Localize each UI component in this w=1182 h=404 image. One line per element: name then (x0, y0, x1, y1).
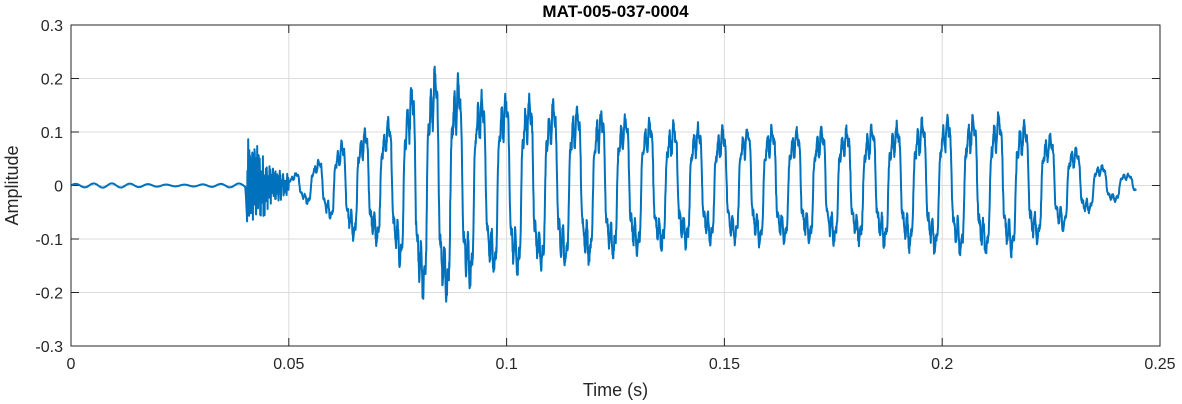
series-group (70, 65, 1137, 303)
y-tick-label: -0.2 (35, 286, 63, 303)
x-tick-label: 0.05 (273, 356, 304, 373)
y-tick-label: -0.3 (35, 339, 63, 356)
x-tick-label: 0 (67, 356, 76, 373)
chart-title: MAT-005-037-0004 (542, 2, 689, 21)
y-tick-label: 0.1 (41, 125, 63, 142)
waveform-series-line (70, 65, 1137, 303)
y-tick-label: -0.1 (35, 232, 63, 249)
y-tick-label: 0.3 (41, 18, 63, 35)
x-tick-label: 0.1 (495, 356, 517, 373)
y-axis-label: Amplitude (2, 145, 22, 225)
plot-frame (70, 24, 1161, 347)
axis-ticks: 0 0.05 0.1 0.15 0.2 0.25 -0.3 -0.2 -0.1 0 0.1 0.2 0.… (35, 18, 1175, 373)
y-tick-label: 0 (54, 179, 63, 196)
y-tick-label: 0.2 (41, 72, 63, 89)
x-axis-label: Time (s) (583, 380, 648, 400)
x-tick-label: 0.15 (709, 356, 740, 373)
x-tick-label: 0.25 (1144, 356, 1175, 373)
x-tick-label: 0.2 (931, 356, 953, 373)
